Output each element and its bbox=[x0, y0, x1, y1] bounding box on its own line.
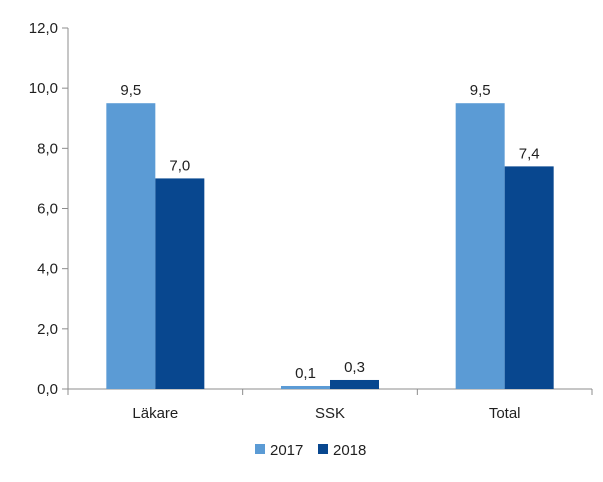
y-tick-label: 2,0 bbox=[37, 321, 58, 338]
bar-2017-SSK bbox=[281, 385, 330, 389]
bar-2018-Läkare bbox=[155, 178, 205, 389]
y-tick-label: 6,0 bbox=[37, 201, 58, 218]
bar-series-group bbox=[106, 103, 554, 389]
y-tick-label: 10,0 bbox=[29, 80, 58, 97]
x-tick-label: Total bbox=[489, 405, 521, 422]
data-label: 0,3 bbox=[344, 359, 365, 376]
y-tick-label: 4,0 bbox=[37, 261, 58, 278]
x-tick-label: SSK bbox=[315, 405, 345, 422]
bar-2018-Total bbox=[504, 166, 554, 389]
data-label: 7,0 bbox=[169, 157, 190, 174]
y-tick-label: 12,0 bbox=[29, 20, 58, 37]
x-tick-label: Läkare bbox=[132, 405, 178, 422]
data-label: 0,1 bbox=[295, 365, 316, 382]
legend-swatch-2018 bbox=[318, 444, 328, 454]
legend: 2017 2018 bbox=[255, 442, 366, 459]
data-labels-group: 9,5 7,0 0,1 0,3 9,5 7,4 bbox=[120, 82, 539, 382]
bar-2018-SSK bbox=[330, 379, 379, 389]
x-axis-labels-group: Läkare SSK Total bbox=[132, 405, 520, 422]
bar-2017-Total bbox=[455, 103, 505, 389]
legend-swatch-2017 bbox=[255, 444, 265, 454]
y-tick-label: 8,0 bbox=[37, 140, 58, 157]
legend-label: 2018 bbox=[333, 442, 366, 459]
y-tick-label: 0,0 bbox=[37, 381, 58, 398]
data-label: 9,5 bbox=[470, 82, 491, 99]
bar-2017-Läkare bbox=[106, 103, 156, 389]
y-axis-labels-group: 0,0 2,0 4,0 6,0 8,0 10,0 12,0 bbox=[29, 20, 58, 398]
legend-label: 2017 bbox=[270, 442, 303, 459]
data-label: 7,4 bbox=[519, 145, 540, 162]
data-label: 9,5 bbox=[120, 82, 141, 99]
